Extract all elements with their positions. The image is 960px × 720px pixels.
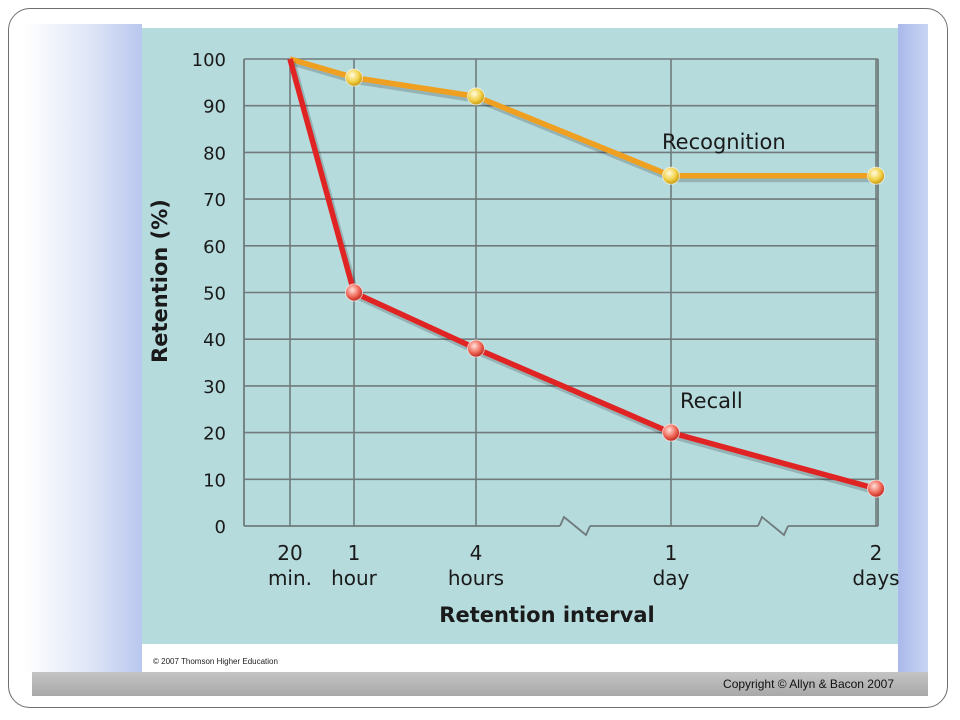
y-tick-label: 40 [203, 330, 226, 351]
axis-break-mark [757, 515, 789, 537]
left-gradient-band [24, 24, 142, 672]
recognition-data-point [662, 166, 680, 185]
y-tick-label: 90 [203, 97, 226, 118]
x-tick-label: 20 [277, 541, 302, 565]
recognition-series-label: Recognition [662, 130, 786, 154]
series-lines [287, 56, 879, 496]
x-tick-label: days [852, 566, 899, 590]
x-tick-label: hours [448, 566, 504, 590]
y-tick-label: 20 [203, 424, 226, 445]
x-tick-label: 4 [470, 541, 483, 565]
recall-line-shadow [288, 61, 879, 496]
credit-strip [142, 644, 898, 672]
y-tick-label: 30 [203, 377, 226, 398]
chart-panel [142, 28, 898, 644]
y-tick-labels: 0 10 20 30 40 50 60 70 80 90 100 [192, 50, 226, 538]
y-tick-label: 0 [215, 517, 226, 538]
x-tick-label: 1 [348, 541, 361, 565]
y-tick-label: 60 [203, 237, 226, 258]
x-tick-label: hour [331, 566, 378, 590]
copyright-text: Copyright © Allyn & Bacon 2007 [723, 677, 894, 691]
recall-series-label: Recall [680, 389, 743, 413]
recall-line [287, 58, 877, 492]
right-gradient-band [898, 24, 928, 672]
recognition-data-point [467, 87, 485, 106]
axis-break-mark [559, 515, 591, 537]
x-tick-label: 2 [870, 541, 883, 565]
recall-data-point [467, 339, 485, 358]
y-tick-label: 10 [203, 470, 226, 491]
recognition-line [289, 56, 876, 179]
y-tick-label: 100 [192, 50, 226, 71]
recall-data-point [662, 423, 680, 442]
recognition-data-point [345, 68, 363, 87]
y-axis-title: Retention (%) [148, 199, 172, 363]
y-tick-label: 50 [203, 284, 226, 305]
y-tick-label: 80 [203, 143, 226, 164]
series-points [345, 68, 885, 498]
recall-data-point [345, 283, 363, 302]
y-tick-label: 70 [203, 190, 226, 211]
x-tick-label: 1 [665, 541, 678, 565]
x-tick-label: min. [268, 566, 312, 590]
x-axis-title: Retention interval [439, 603, 654, 627]
grid [243, 58, 879, 537]
recall-data-point [867, 479, 885, 498]
copyright-bar: Copyright © Allyn & Bacon 2007 [32, 672, 928, 696]
recognition-data-point [867, 166, 885, 185]
source-credit: © 2007 Thomson Higher Education [153, 657, 278, 666]
x-tick-label: day [653, 566, 690, 590]
